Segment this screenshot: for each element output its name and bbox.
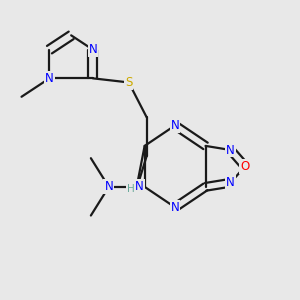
Text: N: N: [135, 180, 144, 194]
Text: N: N: [88, 43, 97, 56]
Text: N: N: [45, 72, 54, 85]
Text: N: N: [171, 119, 179, 132]
Text: S: S: [125, 76, 132, 89]
Text: N: N: [171, 201, 179, 214]
Text: N: N: [226, 143, 235, 157]
Text: O: O: [240, 160, 250, 173]
Text: N: N: [226, 176, 235, 189]
Text: H: H: [127, 184, 134, 194]
Text: N: N: [104, 180, 113, 194]
